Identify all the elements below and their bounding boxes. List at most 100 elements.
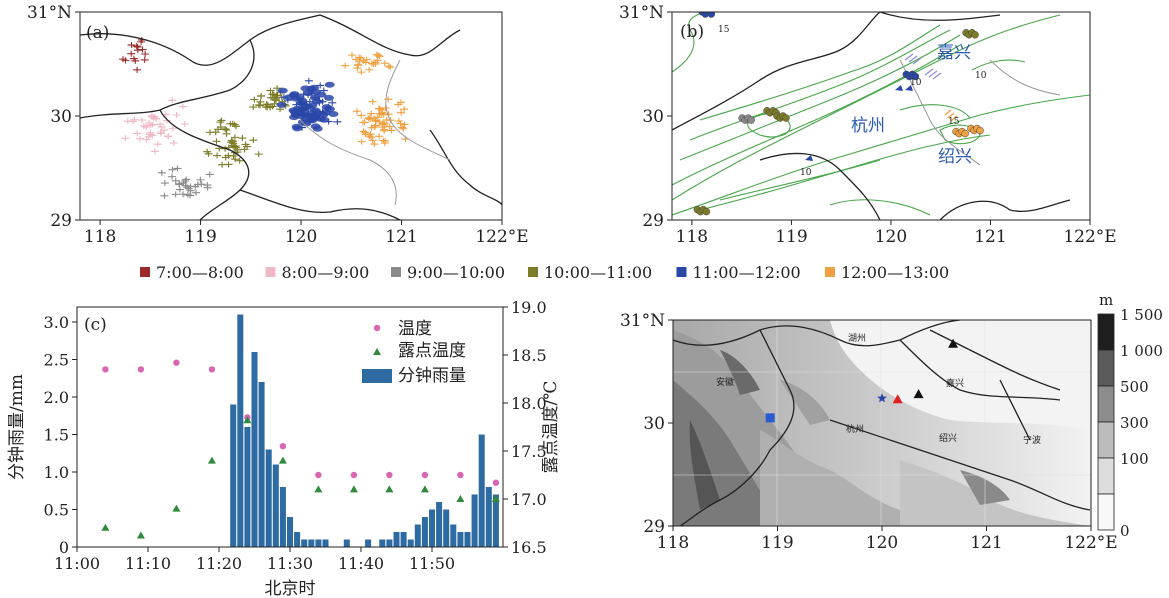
rain-bar: [464, 532, 471, 547]
panel-b-x-tick-label: 118: [676, 227, 708, 247]
storm-cell-marker: [297, 97, 308, 104]
place-label-huzhou: 湖州: [848, 333, 866, 344]
panel-c-ylabel-right: 露点温度/℃: [541, 381, 561, 474]
dewpoint-point: [207, 456, 216, 464]
hail-marker: [961, 129, 969, 138]
panel-d-x-tick-label: 119: [761, 533, 793, 553]
panel-c-y-tick-label: 0.5: [44, 501, 69, 520]
colorbar-segment: [1097, 313, 1115, 351]
storm-cell-marker: [304, 110, 313, 117]
storm-cell-marker: [320, 109, 331, 116]
storm-cell-marker: [394, 118, 403, 125]
colorbar-segment: [1097, 385, 1115, 423]
storm-cell-marker: [160, 192, 169, 199]
city-label-jiaxing: 嘉兴: [937, 43, 971, 63]
panel-c-points: [101, 359, 500, 539]
panel-c-axes: 11:00 11:10 11:20 11:30 11:40 11:50 0 0.5 1.0 1.5…: [44, 298, 547, 573]
station-triangle-marker: [948, 338, 959, 348]
storm-cell-marker: [394, 101, 403, 108]
storm-cell-marker: [318, 98, 327, 105]
panel-c-y2-tick-label: 16.5: [511, 538, 547, 557]
storm-cell-marker: [289, 91, 300, 98]
panel-b-contours: [672, 12, 1090, 216]
panel-d-y-tick-label: 31°N: [620, 311, 665, 331]
storm-cell-marker: [137, 117, 146, 124]
rain-bar: [414, 524, 421, 547]
storm-cell-marker: [291, 123, 302, 130]
storm-cell-marker: [169, 139, 178, 146]
legend-swatch: [140, 267, 150, 277]
hail-marker: [976, 126, 984, 135]
rain-bar: [279, 487, 286, 547]
panel-a-scatter-layer: [119, 36, 410, 199]
storm-cell-marker: [305, 98, 314, 105]
panel-a-borders: [80, 14, 502, 220]
panel-c-x-tick-label: 11:10: [125, 554, 171, 573]
storm-cell-marker: [376, 105, 385, 112]
panel-b-x-tick-label: 120: [875, 227, 907, 247]
panel-a-y-tick-label: 30: [50, 107, 72, 127]
storm-cell-marker: [168, 97, 177, 104]
rain-bar: [258, 382, 265, 547]
panel-a-x-tick-label: 122°E: [475, 227, 528, 247]
rain-bar: [407, 539, 414, 547]
storm-cell-marker: [250, 96, 259, 103]
storm-cell-marker: [231, 156, 240, 163]
storm-cell-marker: [360, 119, 369, 126]
storm-cell-marker: [324, 81, 335, 88]
storm-cell-marker: [153, 141, 162, 148]
rain-bar: [457, 532, 464, 547]
city-label-shaoxing: 绍兴: [938, 147, 972, 167]
station-triangle-marker: [892, 394, 903, 404]
storm-cell-marker: [191, 183, 200, 190]
panel-a: (a) 118 119 120 121 122°E 31°N 30 29: [27, 3, 529, 247]
panel-c-y-tick-label: 2.5: [44, 351, 69, 370]
panel-c-y-tick-label: 1.0: [44, 463, 69, 482]
colorbar-segment: [1097, 349, 1115, 387]
rain-bar: [393, 532, 400, 547]
storm-cell-marker: [355, 58, 364, 65]
temperature-point: [102, 366, 109, 373]
storm-cell-marker: [203, 184, 212, 191]
storm-cell-marker: [180, 120, 189, 127]
storm-cell-marker: [156, 121, 165, 128]
storm-cell-marker: [357, 138, 366, 145]
temperature-point: [421, 471, 429, 479]
panel-b-barbs: [805, 53, 958, 161]
colorbar-tick-label: 100: [1120, 450, 1149, 468]
storm-cell-marker: [205, 171, 214, 178]
rain-bar: [230, 404, 237, 547]
storm-cell-marker: [216, 124, 225, 131]
panel-c-y2-tick-label: 17.5: [511, 442, 547, 461]
place-label-shaoxing: 绍兴: [939, 432, 957, 444]
storm-cell-marker: [121, 57, 130, 64]
storm-cell-marker: [221, 125, 230, 132]
storm-cell-marker: [300, 85, 311, 92]
storm-cell-marker: [196, 176, 205, 183]
storm-cell-marker: [137, 38, 146, 45]
storm-cell-marker: [266, 87, 275, 94]
panel-c-y2-tick-label: 18.5: [511, 346, 547, 365]
storm-cell-marker: [179, 179, 188, 186]
storm-cell-marker: [384, 63, 393, 70]
temperature-point: [492, 479, 500, 486]
storm-cell-marker: [175, 186, 184, 193]
panel-b-x-tick-label: 122°E: [1063, 227, 1116, 247]
panel-b-x-tick-label: 121: [974, 227, 1006, 247]
temperature-point: [208, 366, 216, 373]
temperature-point: [350, 471, 358, 479]
storm-cell-marker: [179, 191, 188, 198]
storm-cell-marker: [289, 108, 300, 115]
storm-cell-marker: [279, 94, 288, 101]
rain-bar: [237, 314, 244, 547]
storm-cell-marker: [142, 136, 151, 143]
storm-cell-marker: [368, 137, 377, 144]
panel-c-x-tick-label: 11:30: [267, 554, 313, 573]
panel-c-y-tick-label: 0: [59, 538, 69, 557]
hail-marker: [971, 31, 979, 39]
storm-cell-marker: [380, 126, 389, 133]
panel-c-y2-tick-label: 18.0: [511, 394, 547, 413]
station-triangle-marker: [913, 389, 924, 399]
legend-label: 10:00—11:00: [544, 263, 652, 282]
rain-bar: [301, 539, 308, 547]
